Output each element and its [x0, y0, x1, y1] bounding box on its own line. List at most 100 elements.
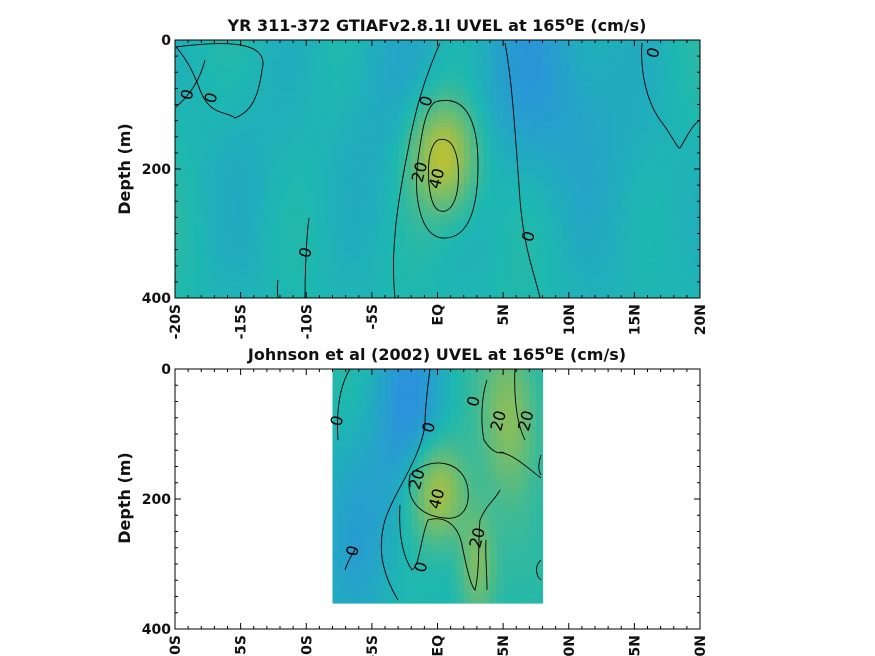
heatmap-cell: [181, 70, 189, 77]
heatmap-cell: [634, 169, 642, 175]
heatmap-cell: [430, 210, 439, 217]
heatmap-cell: [575, 225, 583, 232]
heatmap-cell: [280, 292, 288, 298]
heatmap-cell: [391, 50, 399, 57]
heatmap-cell: [312, 256, 320, 263]
heatmap-cell: [575, 215, 583, 222]
heatmap-cell: [398, 504, 406, 510]
heatmap-cell: [450, 210, 458, 217]
heatmap-cell: [293, 138, 301, 144]
heatmap-cell: [529, 70, 537, 77]
contour-line: [304, 217, 310, 298]
heatmap-cell: [575, 287, 583, 294]
heatmap-cell: [293, 287, 301, 294]
heatmap-cell: [621, 225, 629, 232]
heatmap-cell: [437, 519, 445, 526]
heatmap-cell: [365, 194, 373, 201]
heatmap-cell: [529, 60, 537, 67]
heatmap-cell: [220, 65, 229, 72]
heatmap-cell: [437, 194, 445, 201]
heatmap-cell: [503, 107, 511, 113]
heatmap-cell: [227, 70, 235, 77]
heatmap-cell: [503, 117, 511, 124]
heatmap-cell: [398, 272, 406, 278]
heatmap-cell: [608, 215, 616, 222]
heatmap-cell: [483, 158, 491, 165]
heatmap-cell: [273, 251, 281, 258]
heatmap-cell: [385, 379, 393, 386]
heatmap-cell: [181, 194, 189, 201]
heatmap-cell: [522, 205, 530, 211]
heatmap-cell: [391, 540, 399, 547]
heatmap-cell: [385, 225, 393, 232]
heatmap-cell: [490, 225, 498, 232]
heatmap-cell: [234, 287, 242, 294]
heatmap-cell: [201, 45, 209, 51]
heatmap-cell: [378, 210, 386, 217]
heatmap-cell: [385, 545, 393, 552]
heatmap-cell: [411, 369, 419, 375]
heatmap-cell: [496, 277, 504, 284]
heatmap-cell: [634, 225, 642, 232]
heatmap-cell: [608, 261, 616, 268]
heatmap-cell: [568, 199, 576, 206]
heatmap-cell: [201, 127, 209, 134]
heatmap-cell: [227, 50, 235, 57]
heatmap-cell: [568, 251, 576, 258]
heatmap-cell: [411, 509, 419, 516]
heatmap-cell: [424, 400, 432, 406]
heatmap-cell: [286, 241, 294, 247]
heatmap-cell: [175, 194, 183, 201]
heatmap-cell: [253, 179, 261, 186]
heatmap-cell: [581, 45, 590, 51]
heatmap-cell: [437, 551, 445, 557]
heatmap-cell: [220, 205, 229, 211]
heatmap-cell: [634, 210, 642, 217]
heatmap-cell: [470, 81, 478, 88]
heatmap-cell: [430, 153, 439, 160]
heatmap-cell: [529, 210, 537, 217]
heatmap-cell: [667, 143, 675, 149]
heatmap-cell: [194, 127, 202, 134]
heatmap-cell: [365, 426, 373, 432]
heatmap-cell: [575, 267, 583, 273]
heatmap-cell: [437, 509, 445, 516]
heatmap-cell: [220, 272, 229, 278]
heatmap-cell: [463, 230, 471, 237]
heatmap-cell: [227, 210, 235, 217]
heatmap-cell: [332, 587, 340, 594]
heatmap-cell: [358, 525, 366, 531]
heatmap-cell: [260, 169, 268, 175]
heatmap-cell: [673, 65, 681, 72]
heatmap-cell: [463, 148, 471, 155]
heatmap-cell: [398, 597, 406, 604]
heatmap-cell: [286, 96, 294, 103]
heatmap-cell: [371, 457, 380, 464]
heatmap-cell: [227, 81, 235, 88]
heatmap-cell: [568, 272, 576, 278]
heatmap-cell: [181, 86, 189, 93]
heatmap-cell: [476, 230, 485, 237]
heatmap-cell: [424, 112, 432, 118]
heatmap-cell: [490, 65, 498, 72]
heatmap-cell: [450, 96, 458, 103]
heatmap-cell: [535, 76, 544, 82]
heatmap-cell: [207, 246, 215, 253]
heatmap-cell: [339, 514, 347, 521]
heatmap-cell: [595, 251, 603, 258]
heatmap-cell: [457, 117, 465, 124]
heatmap-cell: [181, 267, 189, 273]
heatmap-cell: [686, 236, 695, 242]
heatmap-cell: [621, 282, 629, 289]
heatmap-cell: [339, 369, 347, 375]
heatmap-cell: [339, 107, 347, 113]
heatmap-cell: [227, 60, 235, 67]
heatmap-cell: [522, 287, 530, 294]
heatmap-cell: [371, 251, 380, 258]
heatmap-cell: [411, 70, 419, 77]
heatmap-cell: [365, 91, 373, 98]
heatmap-cell: [345, 65, 353, 72]
heatmap-cell: [562, 60, 570, 67]
heatmap-cell: [542, 277, 550, 284]
heatmap-cell: [404, 551, 412, 557]
